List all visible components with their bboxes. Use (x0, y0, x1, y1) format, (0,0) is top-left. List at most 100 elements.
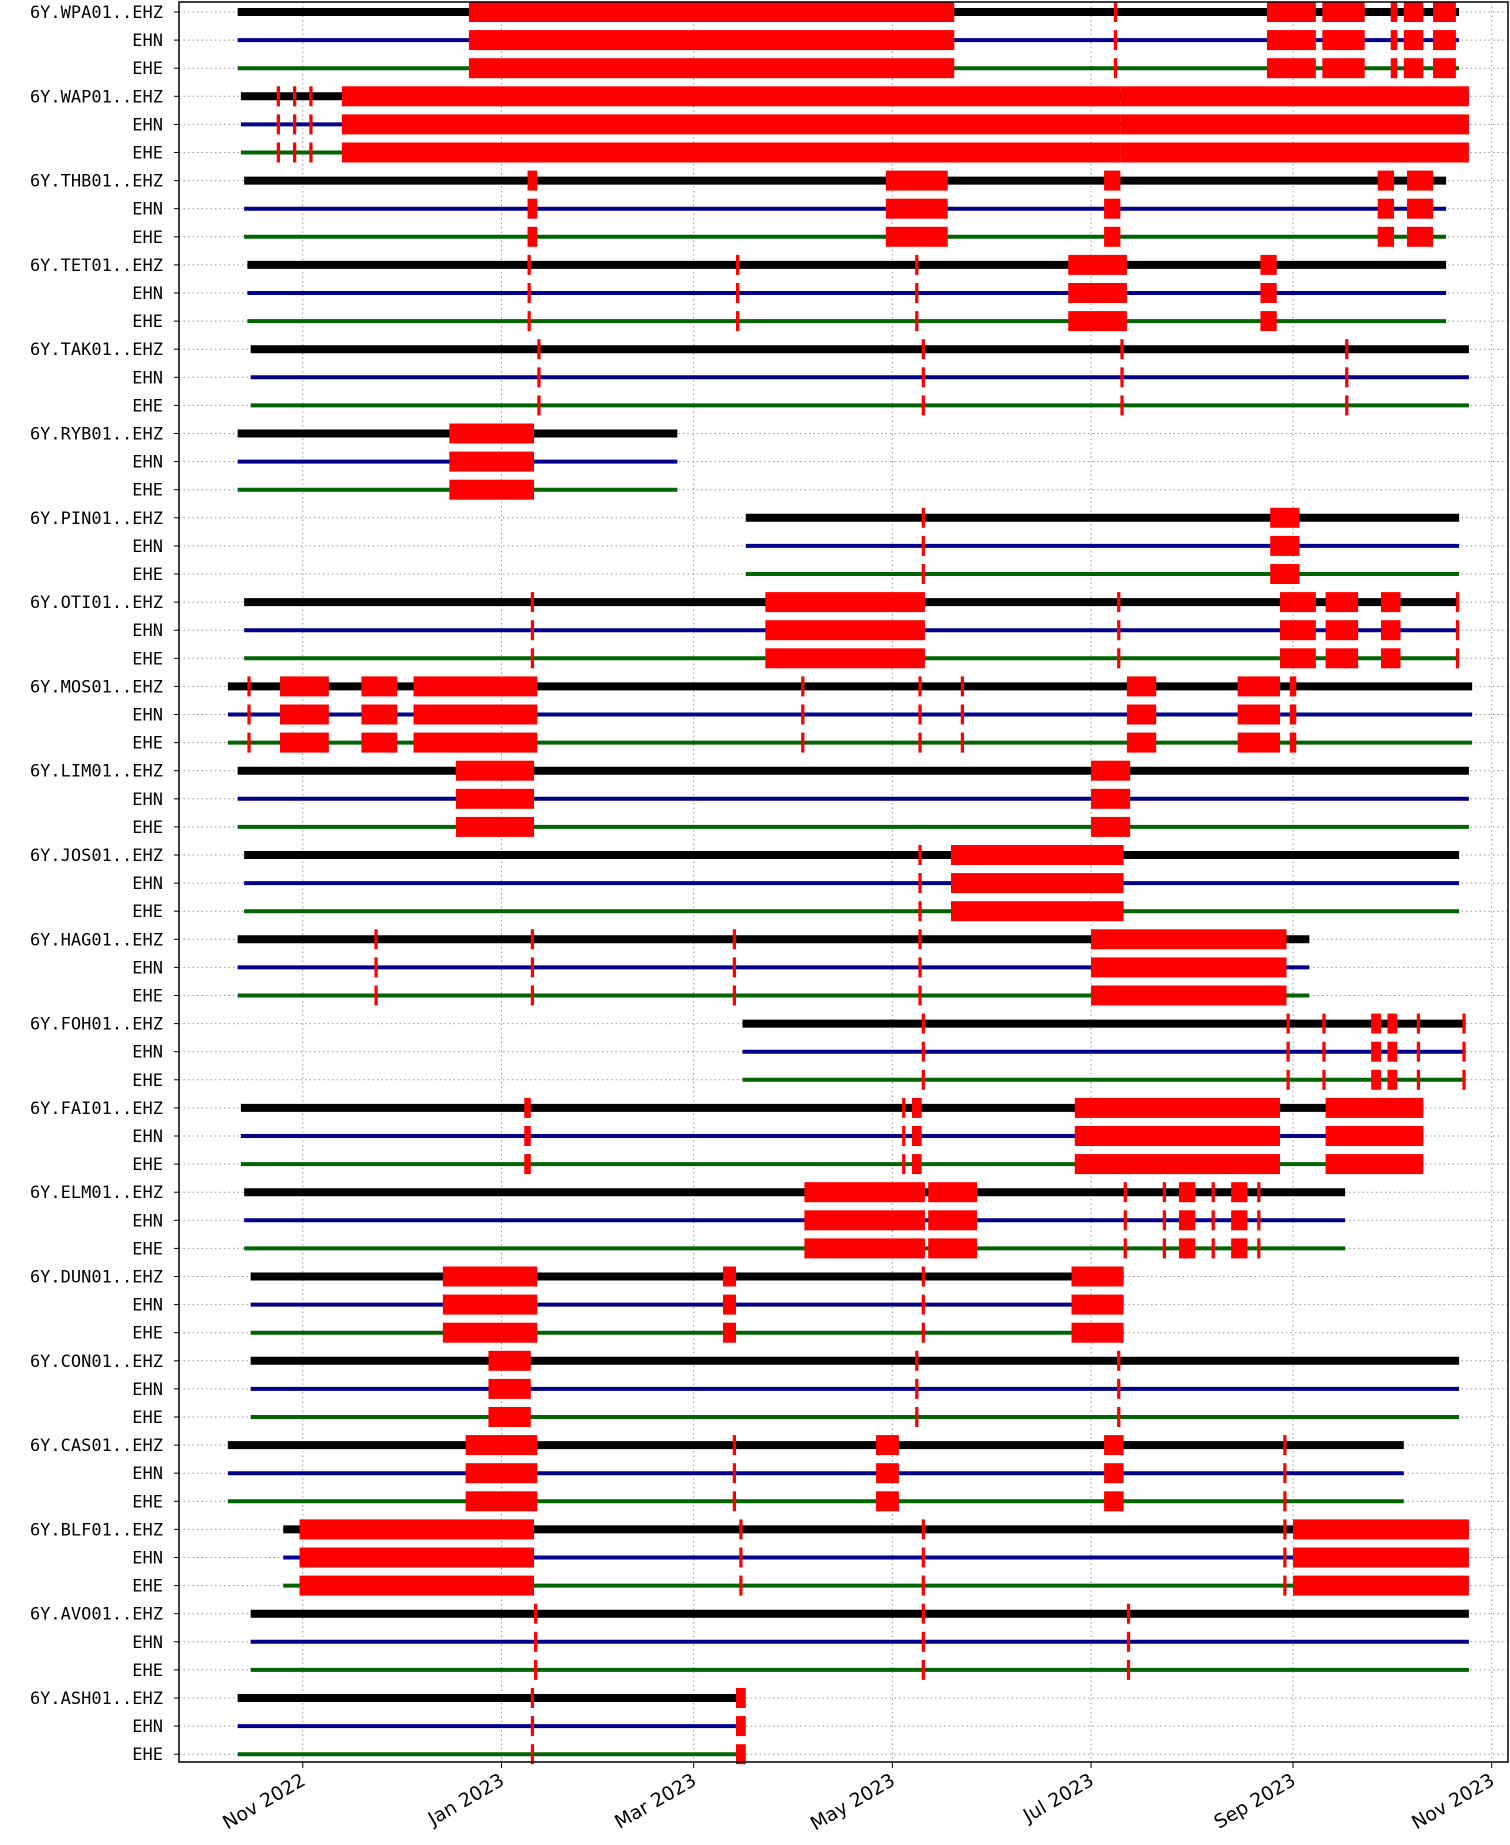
gap-marker (918, 957, 922, 978)
gap-marker (1270, 535, 1300, 556)
gap-marker (722, 1322, 737, 1343)
gap-marker (1123, 1238, 1127, 1259)
gap-marker (1345, 367, 1349, 388)
gap-marker (1371, 1013, 1381, 1034)
gap-marker (921, 564, 925, 584)
gap-marker (1162, 1182, 1166, 1203)
gap-marker (928, 1182, 978, 1203)
y-tick-label: 6Y.LIM01..EHZ (30, 762, 163, 782)
gap-marker (1283, 1491, 1287, 1512)
gap-marker (765, 648, 925, 669)
gap-marker (361, 704, 398, 725)
gap-marker (1380, 620, 1401, 641)
gap-marker (1257, 1182, 1261, 1203)
y-tick-label: EHE (132, 734, 163, 754)
y-tick-label: EHE (132, 902, 163, 922)
y-tick-label: EHE (132, 59, 163, 79)
gap-marker (1455, 648, 1460, 669)
y-tick-label: EHN (132, 1296, 163, 1316)
y-tick-label: EHN (132, 958, 163, 978)
gap-marker (530, 985, 535, 1006)
gap-marker (732, 985, 737, 1006)
gap-marker (1270, 564, 1300, 584)
gap-marker (960, 704, 965, 725)
gap-marker (804, 1238, 925, 1259)
y-tick-label: EHN (132, 368, 163, 388)
gap-marker (442, 1322, 538, 1343)
y-tick-label: EHE (132, 1155, 163, 1175)
gap-marker (361, 732, 398, 753)
y-tick-label: 6Y.PIN01..EHZ (30, 509, 163, 529)
y-tick-label: 6Y.OTI01..EHZ (30, 593, 163, 613)
gap-marker (468, 58, 955, 79)
gap-marker (413, 732, 538, 753)
gap-marker (413, 704, 538, 725)
gap-marker (918, 929, 922, 950)
y-tick-label: 6Y.BLF01..EHZ (30, 1520, 163, 1540)
gap-marker (527, 170, 538, 191)
gap-marker (276, 86, 280, 107)
gap-marker (1293, 1575, 1469, 1596)
y-tick-label: EHN (132, 790, 163, 810)
gap-marker (1462, 1013, 1466, 1034)
x-tick-label: Nov 2023 (1408, 1769, 1498, 1834)
gap-marker (1113, 30, 1118, 51)
gap-marker (449, 479, 535, 500)
gap-marker (1283, 1463, 1287, 1484)
gap-marker (915, 1378, 919, 1399)
gap-marker (1104, 1435, 1124, 1456)
gap-marker (1104, 226, 1121, 247)
y-tick-label: EHE (132, 565, 163, 585)
gap-marker (530, 620, 535, 641)
gap-marker (1325, 1154, 1424, 1175)
gap-marker (1091, 985, 1287, 1006)
gap-marker (921, 1069, 925, 1090)
gap-marker (1322, 30, 1365, 51)
gap-marker (279, 704, 329, 725)
gap-marker (1113, 58, 1118, 79)
y-tick-label: EHN (132, 874, 163, 894)
gap-marker (1120, 142, 1469, 163)
y-tick-label: EHN (132, 1717, 163, 1737)
y-tick-label: EHE (132, 481, 163, 501)
gap-marker (765, 620, 925, 641)
gap-marker (801, 676, 805, 697)
gap-marker (293, 86, 297, 107)
gap-marker (736, 1716, 746, 1737)
gap-marker (1270, 507, 1300, 528)
gap-marker (1293, 1547, 1469, 1568)
gap-marker (921, 367, 925, 388)
gap-marker (911, 1097, 922, 1118)
gap-marker (1091, 816, 1131, 837)
gap-marker (276, 114, 280, 135)
gap-marker (885, 226, 948, 247)
gap-marker (1433, 2, 1456, 22)
gap-marker (1279, 648, 1316, 669)
gap-marker (1403, 2, 1424, 22)
gap-marker (1120, 339, 1124, 360)
gap-marker (1126, 704, 1157, 725)
gap-marker (1091, 788, 1131, 809)
gap-marker (876, 1463, 899, 1484)
y-tick-label: EHE (132, 396, 163, 416)
gap-marker (1407, 170, 1434, 191)
plot-frame (178, 1, 1509, 1763)
gap-marker (918, 873, 922, 894)
gap-marker (1387, 1041, 1398, 1062)
gap-marker (921, 1547, 925, 1568)
gap-marker (1390, 58, 1398, 79)
gap-marker (309, 114, 313, 135)
gap-marker (465, 1435, 538, 1456)
y-tick-label: 6Y.ASH01..EHZ (30, 1689, 163, 1709)
gap-marker (1371, 1041, 1381, 1062)
y-tick-label: EHN (132, 1127, 163, 1147)
gap-marker (928, 1238, 978, 1259)
gap-marker (1462, 1069, 1466, 1090)
gap-marker (1403, 58, 1424, 79)
gap-marker (960, 732, 965, 753)
gap-marker (413, 676, 538, 697)
y-tick-label: 6Y.AVO01..EHZ (30, 1605, 163, 1625)
gap-marker (1179, 1238, 1196, 1259)
gap-marker (1260, 283, 1277, 303)
